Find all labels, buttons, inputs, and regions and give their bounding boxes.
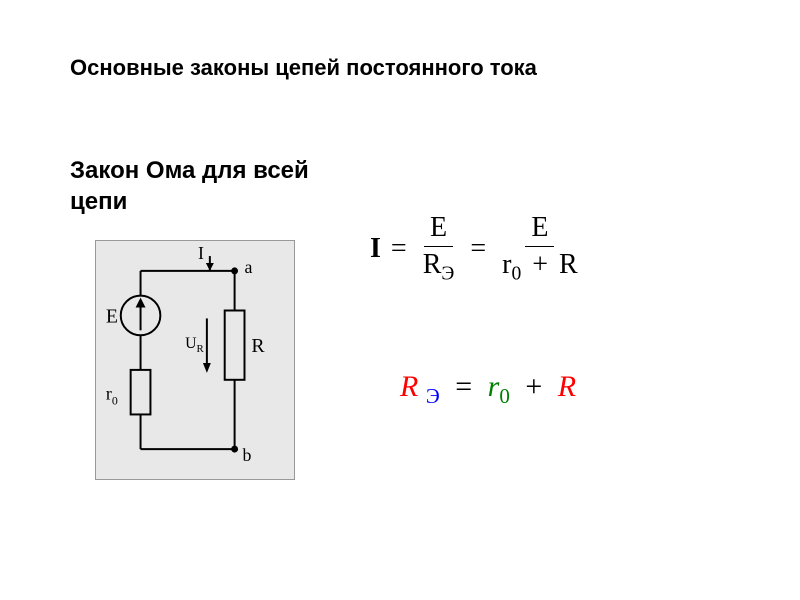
formula1-frac1-den: RЭ xyxy=(417,247,461,288)
formula1-frac1-den-base: R xyxy=(423,249,442,280)
circuit-svg: I a b E r0 R UR xyxy=(96,241,294,479)
formula1-frac1-num: E xyxy=(424,210,453,247)
title-text: Основные законы цепей постоянного тока xyxy=(70,55,537,80)
formula-equivalent-R: R Э = r0 + R xyxy=(400,370,576,409)
page-title: Основные законы цепей постоянного тока xyxy=(70,55,537,81)
formula1-eq1: = xyxy=(391,233,407,265)
subtitle-line2: цепи xyxy=(70,188,127,215)
subtitle: Закон Ома для всей цепи xyxy=(70,155,309,217)
label-r0: r0 xyxy=(106,384,118,408)
formula2-R2: R xyxy=(558,370,576,403)
resistor-R xyxy=(225,311,245,380)
label-E: E xyxy=(106,305,118,327)
label-UR: UR xyxy=(185,335,204,355)
formula2-R1-sub: Э xyxy=(426,384,440,408)
formula2-r0-sub: 0 xyxy=(499,384,510,408)
voltage-arrow-head xyxy=(203,363,211,373)
formula-ohms-law: I = E RЭ = E r0 + R xyxy=(370,210,584,288)
subtitle-line1: Закон Ома для всей xyxy=(70,157,309,184)
emf-arrow-head xyxy=(136,298,146,308)
formula1-frac1-den-sub: Э xyxy=(441,264,454,285)
formula2-eq: = xyxy=(455,370,472,403)
label-UR-base: U xyxy=(185,335,197,352)
formula1-frac2-den: r0 + R xyxy=(496,247,584,288)
formula1-frac2-r-sub: 0 xyxy=(511,264,521,285)
label-b: b xyxy=(243,445,252,465)
resistor-r0 xyxy=(131,370,151,415)
label-r0-sub: 0 xyxy=(112,394,118,408)
formula1-frac1: E RЭ xyxy=(417,210,461,288)
formula2-plus: + xyxy=(525,370,542,403)
node-b-dot xyxy=(231,446,238,453)
label-UR-sub: R xyxy=(197,343,205,355)
label-I: I xyxy=(198,243,204,263)
formula1-eq2: = xyxy=(470,233,486,265)
node-a-dot xyxy=(231,267,238,274)
formula1-frac2-plus: + xyxy=(532,249,548,280)
formula2-r0: r xyxy=(488,370,500,403)
label-R: R xyxy=(251,335,265,357)
formula2-R1: R xyxy=(400,370,418,403)
circuit-diagram: I a b E r0 R UR xyxy=(95,240,295,480)
formula1-frac2: E r0 + R xyxy=(496,210,584,288)
current-arrow-head xyxy=(206,263,214,271)
formula1-frac2-R: R xyxy=(559,249,578,280)
formula1-lhs: I xyxy=(370,233,381,265)
formula1-frac2-num: E xyxy=(525,210,554,247)
label-a: a xyxy=(245,257,253,277)
